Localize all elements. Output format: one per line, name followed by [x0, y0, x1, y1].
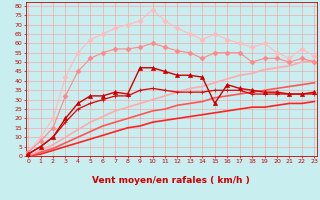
- X-axis label: Vent moyen/en rafales ( km/h ): Vent moyen/en rafales ( km/h ): [92, 176, 250, 185]
